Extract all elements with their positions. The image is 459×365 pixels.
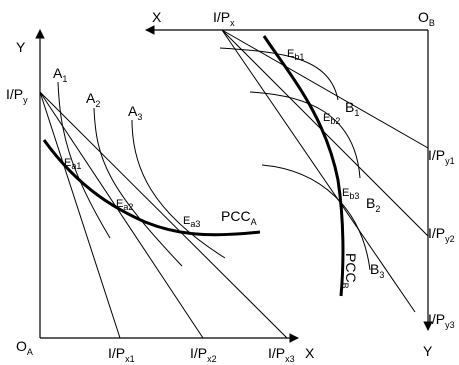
indifference-curve-a1 (57, 81, 111, 239)
indifference-curve-b3 (261, 164, 371, 271)
curve-b1-label: B1 (345, 99, 359, 118)
equilibrium-b2-label: Eb2 (323, 112, 340, 126)
right-y-intercept-label-2: I/Py2 (428, 225, 455, 244)
origin-b-label: OB (418, 9, 435, 28)
left-x-intercept-label-3: I/Px3 (268, 345, 295, 364)
curve-b3-label: B3 (370, 261, 384, 280)
right-y-axis-label: Y (423, 343, 433, 359)
equilibrium-a1-label: Ea1 (64, 157, 81, 171)
curve-a2-label: A2 (86, 90, 100, 109)
indifference-curve-b2 (249, 91, 361, 179)
right-budget-line-1 (221, 29, 429, 149)
pcc-a-curve (42, 139, 261, 237)
left-x-intercept-label-1: I/Px1 (108, 345, 135, 364)
pcc-b-curve (262, 35, 345, 297)
pcc-a-label: PCCA (221, 208, 257, 227)
curve-a1-label: A1 (53, 65, 67, 84)
pcc-b-label: PCCB (340, 253, 359, 289)
equilibrium-a3-label: Ea3 (183, 215, 200, 229)
left-y-axis-label: Y (16, 39, 26, 55)
left-y-intercept-label: I/Py (6, 86, 28, 105)
equilibrium-b3-label: Eb3 (342, 187, 359, 201)
right-x-axis-label: X (152, 9, 162, 25)
left-x-axis-label: X (305, 345, 315, 361)
indifference-curve-a3 (131, 119, 226, 259)
left-budget-line-3 (39, 91, 288, 339)
right-x-intercept-label: I/Px (213, 9, 235, 28)
right-y-intercept-label-3: I/Py3 (428, 311, 455, 330)
left-budget-line-1 (39, 91, 121, 339)
indifference-curve-a2 (93, 107, 183, 267)
equilibrium-b1-label: Eb1 (287, 48, 304, 62)
right-budget-line-3 (221, 29, 416, 313)
origin-a-label: OA (16, 338, 33, 357)
left-panel (35, 29, 299, 343)
curve-b2-label: B2 (366, 195, 380, 214)
right-panel (145, 25, 433, 331)
right-y-intercept-label-1: I/Py1 (428, 147, 455, 166)
indifference-curve-b1 (219, 47, 339, 101)
curve-a3-label: A3 (128, 103, 142, 122)
left-x-intercept-label-2: I/Px2 (190, 345, 217, 364)
equilibrium-a2-label: Ea2 (116, 198, 133, 212)
left-budget-line-2 (39, 91, 204, 339)
